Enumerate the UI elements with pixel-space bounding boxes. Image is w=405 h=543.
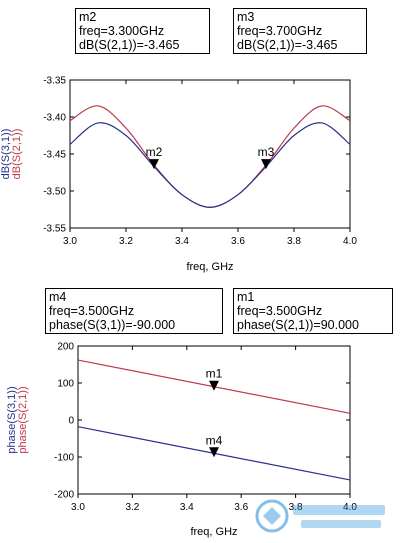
x-tick-label: 3.6: [231, 236, 245, 247]
x-tick-label: 3.4: [180, 502, 194, 513]
marker-readout-m4: m4 freq=3.500GHz phase(S(3,1))=-90.000: [45, 288, 223, 334]
x-tick-label: 3.0: [71, 502, 85, 513]
x-tick-label: 4.0: [343, 236, 357, 247]
y-axis-label-series: dB(S(2,1)): [11, 129, 23, 180]
y-tick-label: 100: [57, 379, 74, 390]
marker-triangle-m2: [149, 159, 159, 170]
marker-readout-line: m1: [237, 290, 255, 304]
s-parameter-phase-chart: 3.0 3.2 3.4 3.6 3.8 4.0 200 100 0 -100 -200 freq, G…: [6, 342, 357, 539]
x-axis-label: freq, GHz: [190, 526, 237, 538]
series-line-db-s-2-1-: [69, 105, 351, 208]
watermark-logo: [255, 499, 385, 533]
marker-label-m3: m3: [258, 145, 275, 159]
y-tick-label: -3.35: [43, 76, 66, 87]
y-tick-label: -3.45: [43, 150, 66, 161]
y-tick-label: -3.40: [43, 113, 66, 124]
y-tick-label: -100: [54, 453, 74, 464]
y-axis-label: phase(S(3,1))phase(S(2,1)): [6, 386, 29, 453]
y-tick-label: 0: [68, 416, 74, 427]
marker-readout-m3: m3 freq=3.700GHz dB(S(2,1))=-3.465: [233, 8, 367, 54]
series-line-db-s-3-1-: [69, 122, 351, 208]
x-tick-label: 3.8: [289, 502, 303, 513]
marker-readout-line: phase(S(2,1))=90.000: [237, 318, 359, 332]
x-tick-label: 3.2: [119, 236, 133, 247]
marker-readout-m2: m2 freq=3.300GHz dB(S(2,1))=-3.465: [75, 8, 210, 54]
y-axis-label-series: dB(S(3,1)): [0, 129, 12, 180]
marker-readout-line: freq=3.500GHz: [49, 304, 135, 318]
y-tick-label: -3.55: [43, 224, 66, 235]
x-tick-label: 3.8: [287, 236, 301, 247]
marker-label-m2: m2: [146, 145, 163, 159]
marker-triangle-m4: [209, 447, 219, 458]
marker-label-m1: m1: [206, 367, 223, 381]
plot-frame: [69, 79, 351, 229]
marker-readout-line: freq=3.500GHz: [237, 304, 323, 318]
marker-readout-line: dB(S(2,1))=-3.465: [237, 38, 338, 52]
s-parameter-db-chart: 3.0 3.2 3.4 3.6 3.8 4.0 -3.35 -3.40 -3.45 -3.50 -3…: [0, 76, 357, 274]
marker-readout-line: dB(S(2,1))=-3.465: [79, 38, 180, 52]
y-tick-label: -200: [54, 490, 74, 501]
marker-readout-line: m3: [237, 10, 255, 24]
x-tick-label: 3.2: [125, 502, 139, 513]
marker-readout-m1: m1 freq=3.500GHz phase(S(2,1))=90.000: [233, 288, 393, 334]
x-tick-label: 3.6: [234, 502, 248, 513]
y-axis-label-series: phase(S(2,1)): [17, 386, 29, 453]
y-axis-label: dB(S(3,1))dB(S(2,1)): [0, 129, 23, 180]
y-tick-label: 200: [57, 342, 74, 353]
marker-readout-line: freq=3.300GHz: [79, 24, 165, 38]
x-axis-label: freq, GHz: [186, 261, 233, 273]
marker-triangle-m3: [261, 159, 271, 170]
y-tick-label: -3.50: [43, 187, 66, 198]
marker-readout-line: phase(S(3,1))=-90.000: [49, 318, 176, 332]
x-tick-label: 3.4: [175, 236, 189, 247]
marker-readout-line: m4: [49, 290, 67, 304]
marker-triangle-m1: [209, 380, 219, 391]
marker-readout-line: freq=3.700GHz: [237, 24, 323, 38]
marker-label-m4: m4: [206, 433, 223, 447]
x-tick-label: 3.0: [63, 236, 77, 247]
marker-readout-line: m2: [79, 10, 97, 24]
x-tick-label: 4.0: [343, 502, 357, 513]
y-axis-label-series: phase(S(3,1)): [6, 386, 18, 453]
